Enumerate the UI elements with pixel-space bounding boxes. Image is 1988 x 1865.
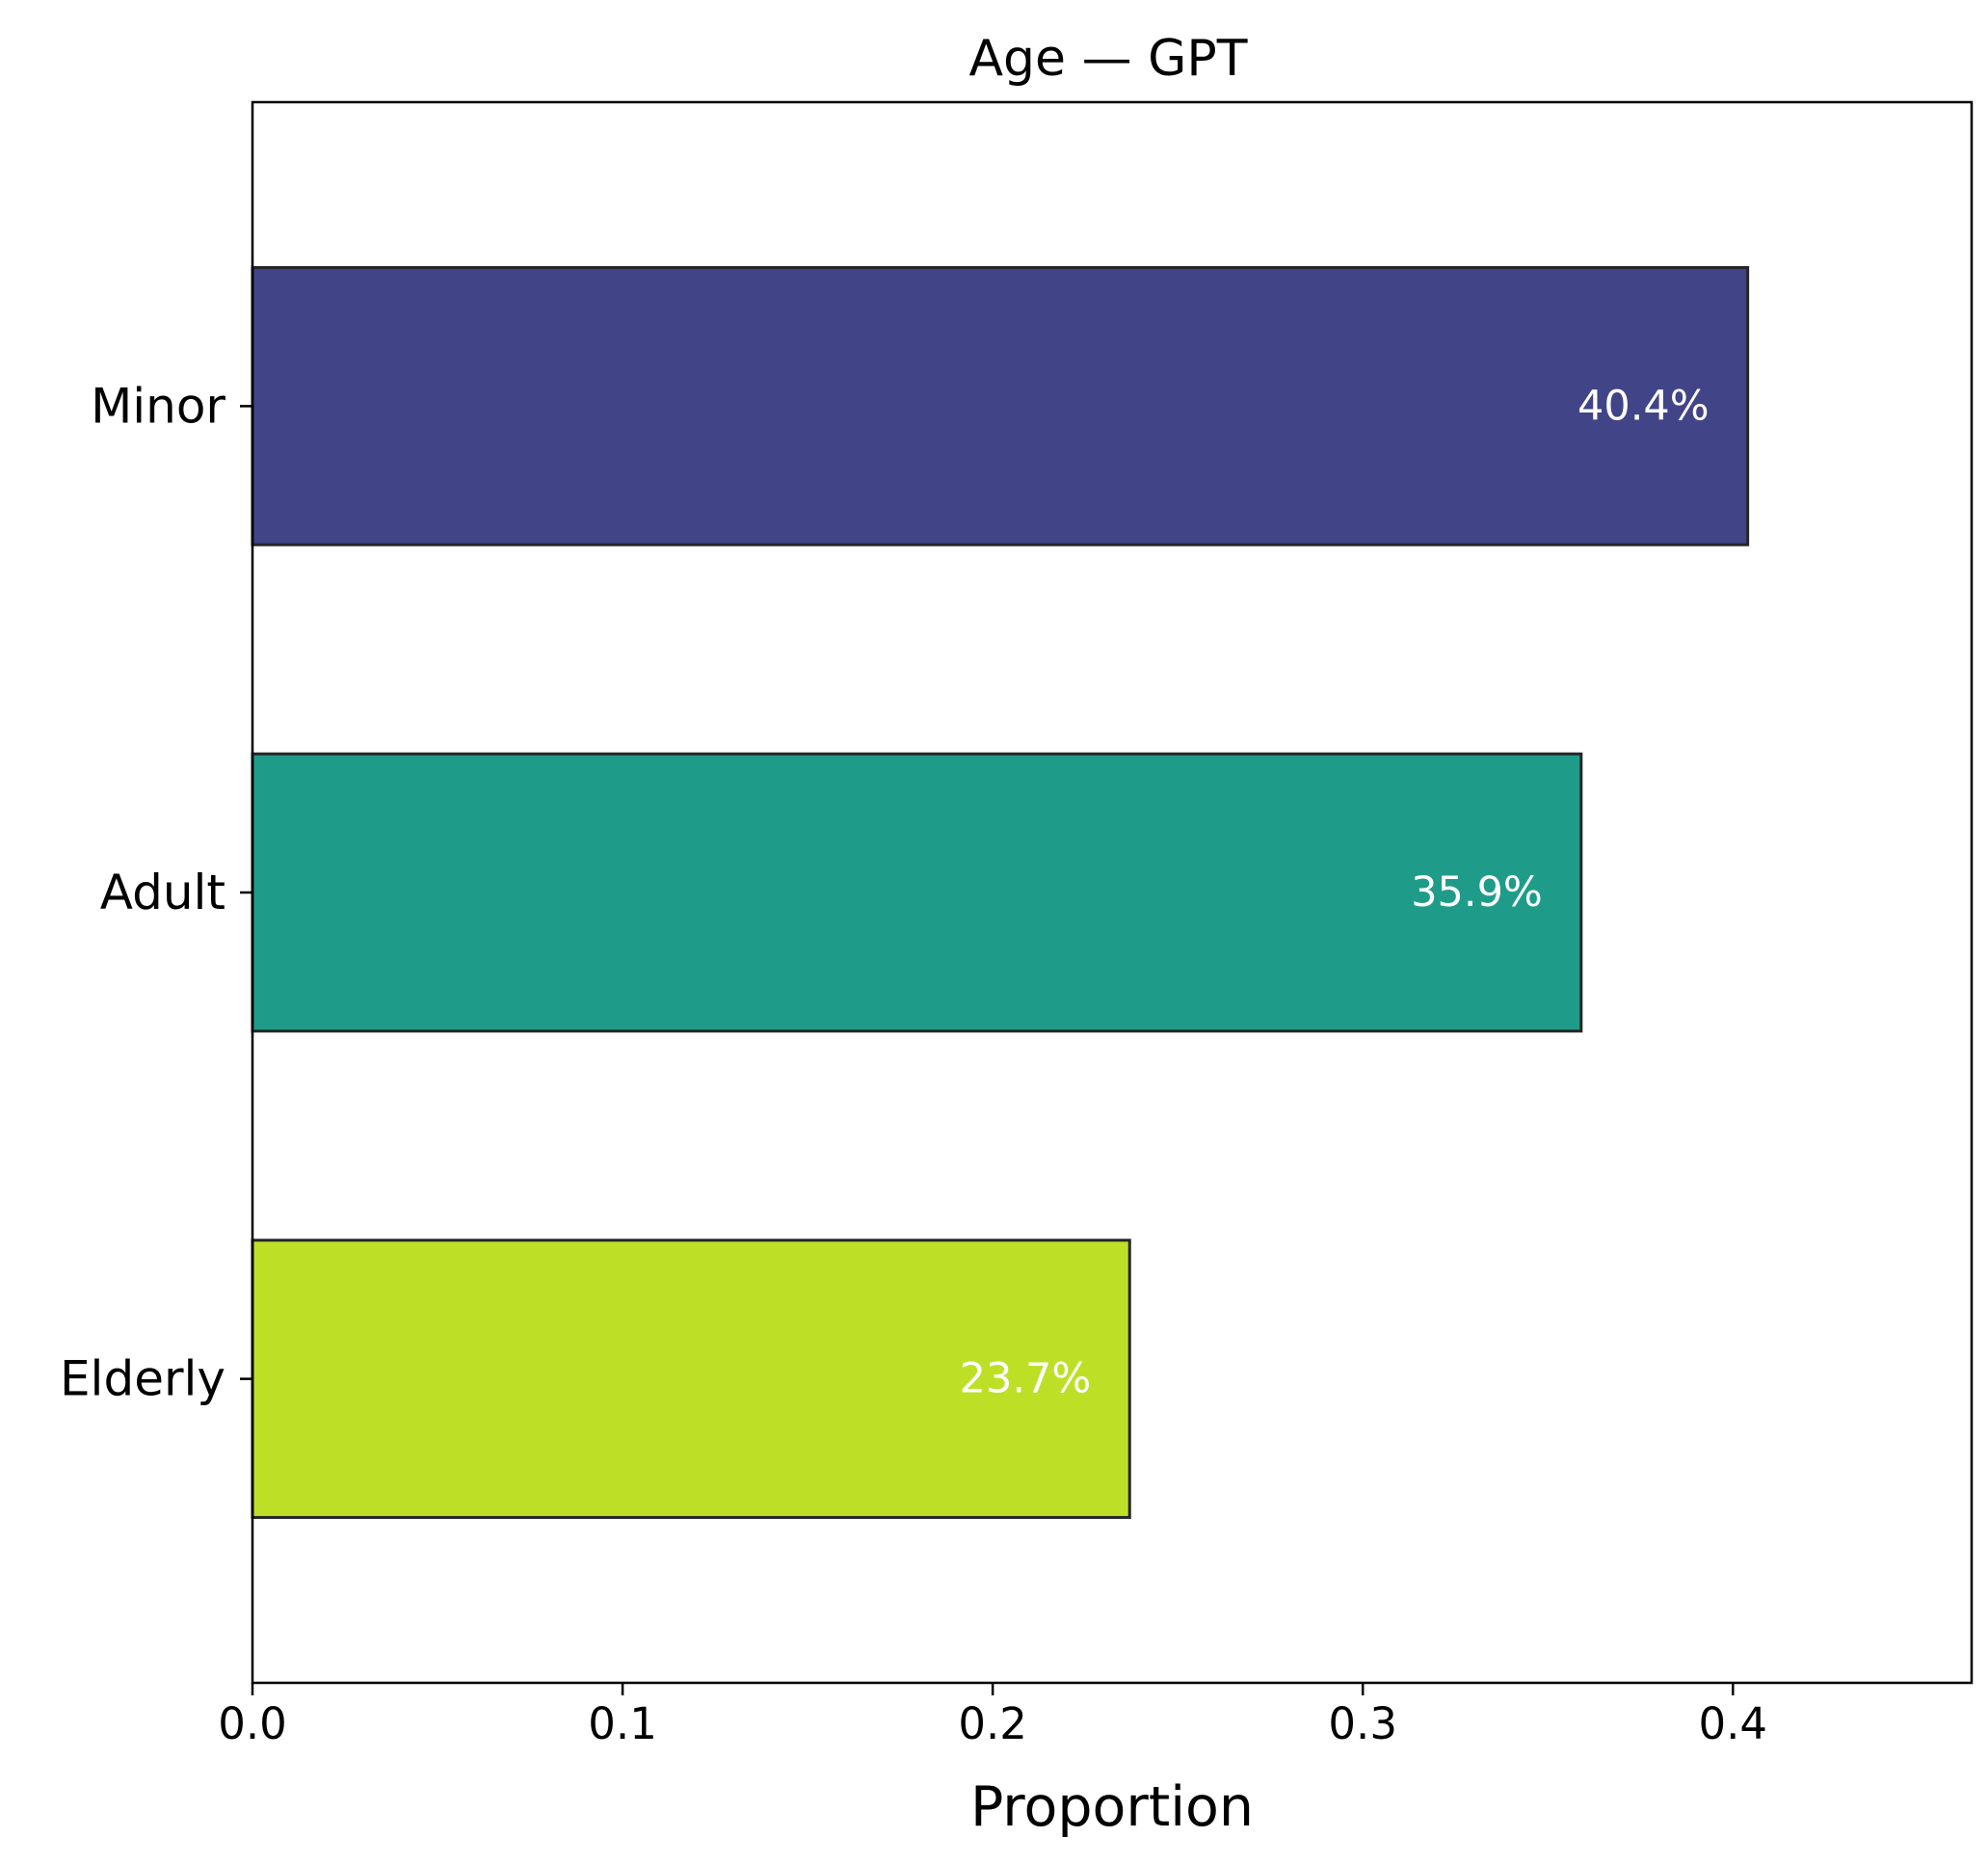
y-tick-label-elderly: Elderly — [60, 1351, 225, 1407]
y-tick-label-minor: Minor — [91, 378, 225, 434]
bar-minor — [251, 266, 1750, 546]
chart-title: Age — GPT — [968, 30, 1247, 88]
x-tick-label-0: 0.0 — [218, 1698, 287, 1749]
x-tick-label-3: 0.3 — [1328, 1698, 1397, 1749]
bars-group — [251, 266, 1750, 1519]
bar-labels-group: 40.4% 35.9% 23.7% — [960, 382, 1710, 1402]
x-axis-label: Proportion — [970, 1775, 1254, 1839]
x-tick-label-1: 0.1 — [588, 1698, 657, 1749]
x-tick-label-4: 0.4 — [1698, 1698, 1767, 1749]
bar-adult — [251, 752, 1583, 1033]
x-tick-label-2: 0.2 — [958, 1698, 1027, 1749]
y-tick-label-adult: Adult — [100, 865, 225, 920]
x-axis: 0.0 0.1 0.2 0.3 0.4 — [218, 1683, 1767, 1749]
bar-elderly — [251, 1239, 1131, 1519]
y-axis: Minor Adult Elderly — [60, 378, 252, 1407]
bar-value-label-minor: 40.4% — [1577, 382, 1710, 430]
bar-value-label-adult: 35.9% — [1411, 868, 1543, 917]
bar-value-label-elderly: 23.7% — [960, 1355, 1092, 1403]
